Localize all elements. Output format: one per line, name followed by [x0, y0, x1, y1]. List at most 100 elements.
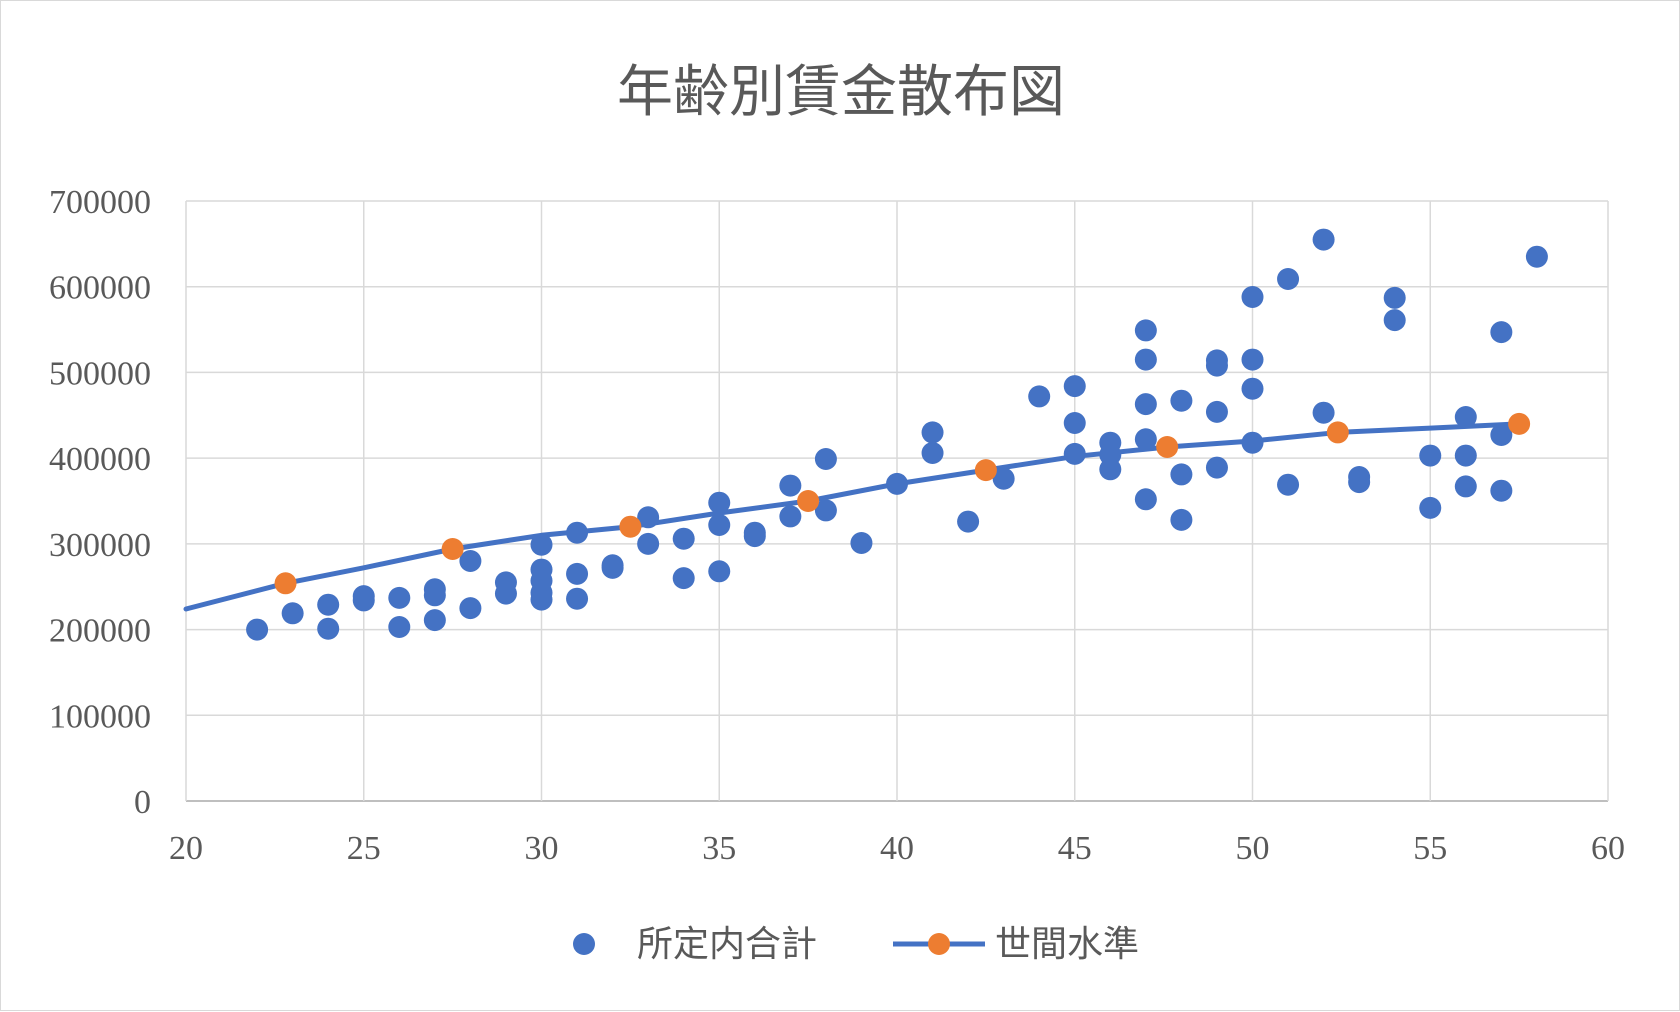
scatter-point — [1454, 406, 1477, 428]
scatter-point — [1134, 428, 1157, 451]
trend-line — [183, 421, 1522, 612]
scatter-point — [1348, 466, 1371, 488]
y-tick-label: 100000 — [49, 698, 151, 735]
scatter-point — [672, 567, 695, 590]
legend-label-line: 世間水準 — [995, 924, 1139, 965]
line-marker — [274, 572, 297, 595]
scatter-point — [1028, 385, 1051, 408]
legend: 所定内合計 世間水準 — [573, 924, 1139, 965]
series-line-markers — [274, 412, 1531, 595]
series-line — [183, 421, 1522, 612]
scatter-point — [1383, 309, 1406, 332]
scatter-point — [423, 578, 446, 601]
scatter-point — [459, 597, 482, 620]
axes: 0 100000 200000 300000 400000 500000 600000 700… — [49, 184, 1625, 867]
x-tick-label: 45 — [1058, 830, 1092, 867]
scatter-point — [1490, 479, 1513, 502]
scatter-point — [1419, 444, 1442, 467]
y-tick-label: 0 — [134, 784, 151, 821]
scatter-point — [566, 587, 589, 610]
scatter-point — [1490, 424, 1513, 446]
scatter-point — [530, 558, 553, 581]
scatter-point — [1241, 377, 1264, 400]
scatter-point — [1454, 475, 1477, 498]
x-tick-label: 30 — [525, 830, 559, 867]
scatter-point — [708, 491, 731, 514]
x-tick-label: 20 — [169, 830, 203, 867]
scatter-point — [1312, 228, 1335, 251]
scatter-point — [1525, 245, 1548, 268]
x-tick-label: 35 — [702, 830, 736, 867]
scatter-point — [494, 571, 517, 594]
scatter-point — [850, 532, 873, 554]
scatter-point — [1312, 401, 1335, 424]
scatter-point — [1205, 456, 1228, 479]
scatter-point — [601, 554, 624, 577]
scatter-point — [814, 499, 837, 522]
scatter-point — [1063, 375, 1086, 398]
legend-marker-line — [928, 933, 950, 955]
scatter-point — [992, 467, 1015, 490]
line-marker — [441, 538, 464, 560]
x-tick-label: 25 — [347, 830, 381, 867]
scatter-point — [637, 506, 660, 529]
scatter-point — [1170, 508, 1193, 531]
scatter-point — [566, 562, 589, 585]
line-marker — [797, 490, 820, 512]
line-marker — [974, 459, 997, 482]
scatter-point — [1277, 268, 1300, 290]
y-tick-label: 500000 — [49, 355, 151, 392]
scatter-point — [1134, 319, 1157, 342]
scatter-point — [1099, 431, 1122, 454]
line-marker — [1508, 412, 1531, 435]
scatter-point — [779, 505, 802, 528]
line-marker — [1156, 436, 1179, 458]
scatter-point — [1134, 348, 1157, 371]
chart-title: 年齢別賃金散布図 — [617, 60, 1065, 125]
scatter-point — [530, 533, 553, 556]
scatter-point — [708, 514, 731, 536]
scatter-point — [708, 560, 731, 583]
scatter-point — [814, 448, 837, 470]
y-tick-label: 300000 — [49, 527, 151, 564]
scatter-point — [1170, 389, 1193, 412]
legend-label-scatter: 所定内合計 — [637, 924, 817, 965]
scatter-point — [1454, 444, 1477, 467]
series-scatter — [246, 228, 1548, 641]
scatter-point — [1277, 473, 1300, 496]
scatter-point — [317, 617, 340, 640]
scatter-point — [1241, 286, 1264, 308]
line-marker — [1326, 421, 1349, 444]
scatter-point — [957, 510, 980, 533]
scatter-point — [1134, 488, 1157, 511]
scatter-point — [566, 521, 589, 544]
scatter-point — [1063, 442, 1086, 465]
scatter-point — [459, 550, 482, 572]
scatter-point — [921, 442, 944, 464]
y-tick-label: 700000 — [49, 184, 151, 221]
scatter-point — [1241, 348, 1264, 371]
gridlines — [185, 200, 1609, 802]
scatter-point — [1205, 400, 1228, 423]
scatter-point — [1419, 496, 1442, 519]
x-tick-label: 60 — [1591, 830, 1625, 867]
x-tick-label: 55 — [1413, 830, 1447, 867]
y-tick-label: 600000 — [49, 270, 151, 307]
scatter-point — [281, 602, 304, 625]
scatter-point — [921, 421, 944, 444]
scatter-point — [743, 521, 766, 544]
scatter-point — [1134, 393, 1157, 416]
y-tick-label: 400000 — [49, 441, 151, 478]
scatter-point — [388, 616, 411, 638]
scatter-point — [352, 585, 375, 608]
scatter-point — [388, 586, 411, 609]
scatter-point — [779, 474, 802, 497]
scatter-point — [672, 527, 695, 550]
scatter-point — [246, 618, 269, 641]
scatter-point — [637, 532, 660, 555]
x-tick-label: 50 — [1236, 830, 1270, 867]
legend-marker-scatter — [573, 933, 595, 955]
scatter-point — [1241, 431, 1264, 454]
